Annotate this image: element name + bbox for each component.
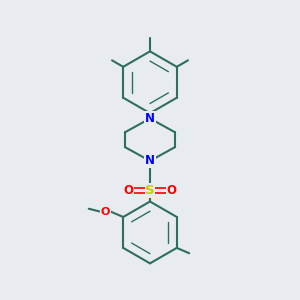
Text: N: N bbox=[145, 112, 155, 125]
Text: N: N bbox=[145, 154, 155, 167]
Text: O: O bbox=[101, 207, 110, 217]
Text: O: O bbox=[124, 184, 134, 197]
Text: S: S bbox=[145, 184, 155, 197]
Text: O: O bbox=[166, 184, 176, 197]
